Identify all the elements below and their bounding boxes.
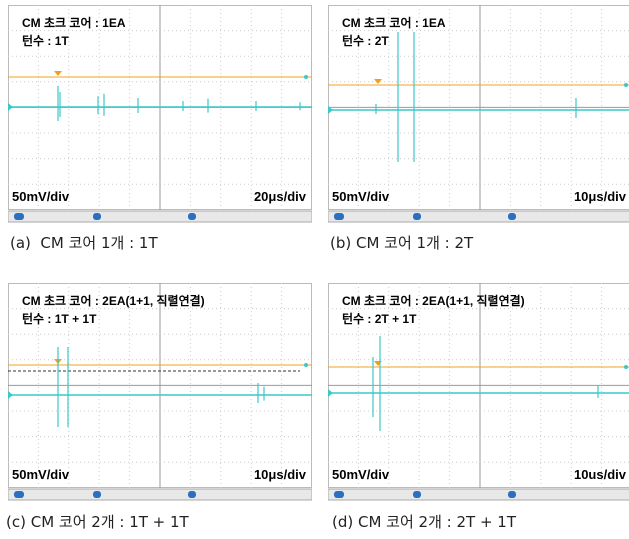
level-marker — [304, 75, 308, 79]
overlay-text: CM 초크 코어 : 2EA(1+1, 직렬연결) — [342, 293, 525, 308]
status-bar — [8, 489, 312, 500]
level-marker — [304, 363, 308, 367]
overlay-text: 턴수 : 1T — [22, 33, 69, 48]
status-icon — [93, 213, 101, 220]
scope-screen: CM 초크 코어 : 1EA 턴수 : 1T 50mV/div 20μs/div — [8, 5, 312, 223]
overlay-text: CM 초크 코어 : 1EA — [22, 15, 126, 30]
status-icon — [188, 213, 196, 220]
status-icon — [188, 491, 196, 498]
status-icon — [508, 213, 516, 220]
status-icon — [334, 213, 344, 220]
scope-screen: CM 초크 코어 : 2EA(1+1, 직렬연결) 턴수 : 1T + 1T 50m… — [8, 283, 312, 501]
figure: CM 초크 코어 : 1EA 턴수 : 1T 50mV/div 20μs/div (a)… — [0, 0, 629, 539]
caption: (c) CM 코어 2개 : 1T + 1T — [6, 511, 189, 532]
overlay-text: 10us/div — [574, 467, 627, 482]
status-icon — [14, 491, 24, 498]
status-icon — [508, 491, 516, 498]
level-marker — [624, 365, 628, 369]
overlay-text: CM 초크 코어 : 2EA(1+1, 직렬연결) — [22, 293, 205, 308]
overlay-text: CM 초크 코어 : 1EA — [342, 15, 446, 30]
scope-screen: CM 초크 코어 : 1EA 턴수 : 2T 50mV/div 10μs/div — [328, 5, 629, 223]
overlay-text: 턴수 : 2T + 1T — [342, 311, 417, 326]
overlay-text: 턴수 : 1T + 1T — [22, 311, 97, 326]
status-bar — [328, 211, 629, 222]
status-icon — [14, 213, 24, 220]
caption: (b) CM 코어 1개 : 2T — [330, 232, 473, 253]
status-icon — [413, 213, 421, 220]
level-marker — [624, 83, 628, 87]
scope-screen: CM 초크 코어 : 2EA(1+1, 직렬연결) 턴수 : 2T + 1T 50m… — [328, 283, 629, 501]
overlay-text: 50mV/div — [12, 467, 70, 482]
caption: (d) CM 코어 2개 : 2T + 1T — [332, 511, 516, 532]
overlay-text: 50mV/div — [332, 189, 390, 204]
overlay-text: 10μs/div — [574, 189, 627, 204]
status-bar — [8, 211, 312, 222]
overlay-text: 50mV/div — [12, 189, 70, 204]
overlay-text: 턴수 : 2T — [342, 33, 389, 48]
overlay-text: 10μs/div — [254, 467, 307, 482]
status-icon — [93, 491, 101, 498]
status-bar — [328, 489, 629, 500]
overlay-text: 20μs/div — [254, 189, 307, 204]
status-icon — [334, 491, 344, 498]
overlay-text: 50mV/div — [332, 467, 390, 482]
caption: (a) CM 코어 1개 : 1T — [10, 232, 158, 253]
status-icon — [413, 491, 421, 498]
